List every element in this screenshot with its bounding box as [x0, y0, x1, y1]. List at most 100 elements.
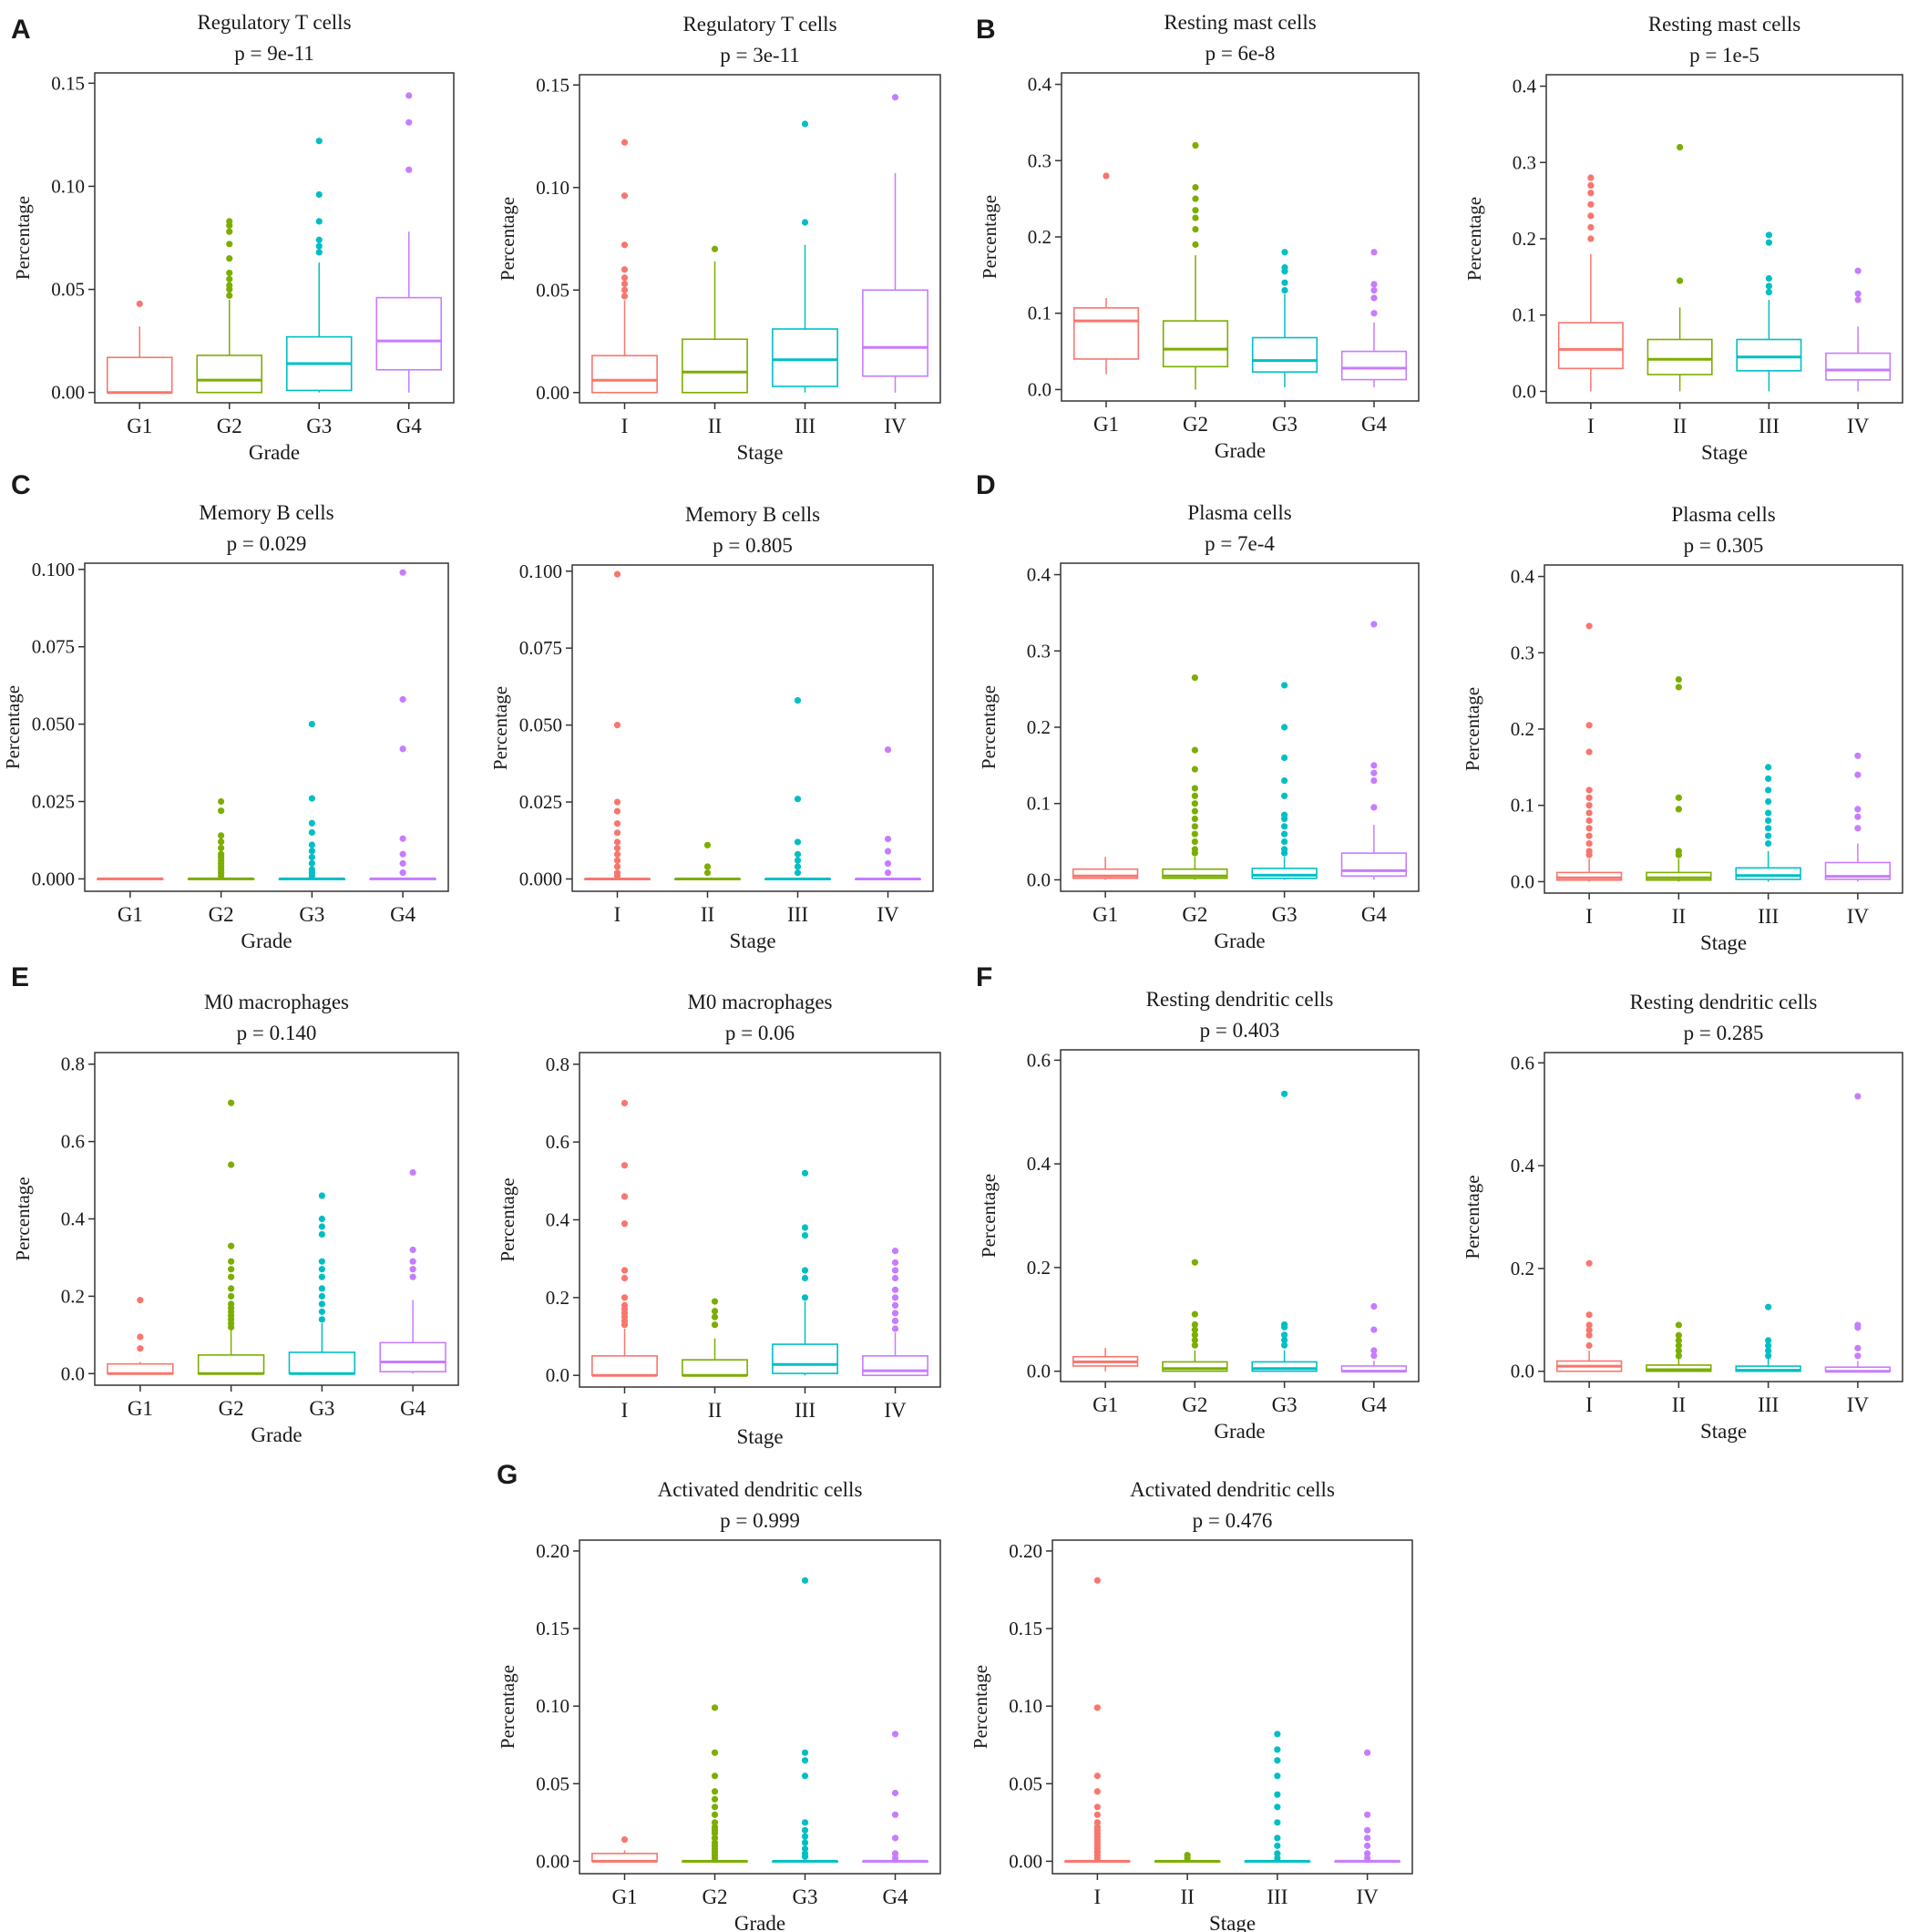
plot-frame [579, 74, 941, 404]
panel-letter: F [976, 962, 992, 992]
y-axis-label: Percentage [1462, 687, 1483, 771]
outlier-point [1675, 1352, 1682, 1360]
outlier-point [891, 1850, 899, 1857]
outlier-point [1370, 762, 1378, 769]
iqr-box [106, 356, 173, 394]
outlier-point [1765, 764, 1772, 771]
boxplot-panel-6: Memory B cells p = 0.805 0.000 0.025 0.050 0.… [489, 503, 934, 952]
x-tick-label: III [1758, 1393, 1779, 1416]
outlier-point [1765, 809, 1772, 817]
iqr-box [1251, 1361, 1318, 1372]
outlier-point [308, 795, 315, 802]
plot-frame [579, 1052, 941, 1388]
outlier-point [1370, 1347, 1378, 1354]
outlier-point [1854, 813, 1862, 820]
outlier-point [226, 282, 233, 289]
outlier-point [318, 1300, 325, 1308]
y-axis-label: Percentage [497, 1665, 518, 1749]
p-value: p = 0.285 [1684, 1022, 1764, 1044]
outlier-point [399, 569, 406, 576]
outlier-point [308, 828, 315, 837]
outlier-point [1370, 621, 1378, 628]
box-g2 [1162, 673, 1228, 880]
box-iii [1735, 1303, 1801, 1372]
outlier-point [1370, 769, 1378, 776]
outlier-point [711, 1749, 719, 1756]
box-g2 [196, 218, 263, 394]
plot-frame [1544, 564, 1903, 894]
outlier-point [613, 807, 621, 815]
outlier-point [1765, 839, 1772, 848]
outlier-point [621, 242, 629, 249]
panel-letter: B [976, 15, 996, 45]
iqr-box [591, 355, 658, 394]
outlier-point [1274, 1746, 1281, 1753]
y-tick-label: 0.3 [1028, 149, 1051, 171]
y-tick-label: 0.6 [1027, 1049, 1051, 1071]
x-tick-label: II [1672, 1393, 1686, 1416]
outlier-point [1585, 786, 1593, 794]
outlier-point [1191, 1341, 1198, 1349]
outlier-point [1191, 846, 1198, 853]
outlier-point [1585, 722, 1593, 729]
x-tick-label: G4 [400, 1397, 426, 1420]
outlier-point [1370, 1351, 1378, 1360]
outlier-point [794, 838, 802, 846]
outlier-point [1274, 1757, 1281, 1764]
outlier-point [1191, 1331, 1198, 1339]
y-tick-label: 0.050 [519, 714, 562, 736]
x-tick-label: III [1758, 905, 1779, 928]
y-tick-label: 0.00 [536, 382, 569, 404]
outlier-point [1281, 1321, 1288, 1329]
outlier-point [1587, 174, 1595, 181]
x-axis-label: Grade [1214, 1420, 1265, 1443]
outlier-point [1281, 792, 1288, 799]
outlier-point [318, 1273, 325, 1280]
iqr-box [1646, 338, 1713, 375]
outlier-point [1854, 267, 1862, 274]
outlier-point [621, 266, 629, 273]
outlier-point [218, 850, 225, 858]
x-tick-label: G4 [1361, 413, 1388, 436]
y-tick-label: 0.10 [536, 177, 569, 199]
y-axis-label: Percentage [12, 196, 34, 280]
x-tick-label: G2 [702, 1886, 727, 1908]
outlier-point [1191, 766, 1198, 773]
outlier-point [711, 1773, 719, 1780]
plot-frame [94, 72, 455, 404]
outlier-point [1274, 1834, 1281, 1842]
iqr-box [1162, 868, 1228, 879]
outlier-point [891, 1310, 899, 1317]
boxplot-panel-2: Regulatory T cells p = 3e-11 0.00 0.05 0.10 0… [497, 13, 941, 464]
outlier-point [1675, 683, 1682, 691]
iqr-box [862, 1355, 928, 1376]
outlier-point [621, 1301, 629, 1309]
outlier-point [884, 835, 892, 843]
outlier-point [1370, 1302, 1378, 1310]
x-tick-label: I [1587, 415, 1595, 437]
x-tick-label: G3 [299, 903, 324, 926]
outlier-point [1675, 806, 1682, 813]
box-g1 [106, 300, 173, 395]
x-tick-label: G2 [1182, 1393, 1207, 1416]
outlier-point [621, 1162, 629, 1169]
outlier-point [1281, 754, 1288, 762]
outlier-point [801, 1819, 809, 1826]
boxplot-panel-13: G Activated dendritic cells p = 0.999 0.00 0… [497, 1460, 941, 1932]
x-tick-label: IV [1847, 1393, 1870, 1416]
x-tick-label: I [621, 1399, 629, 1422]
outlier-point [794, 857, 802, 864]
box-g4 [1340, 249, 1408, 387]
x-axis-label: Stage [1209, 1912, 1256, 1932]
box-iii [772, 1169, 838, 1376]
outlier-point [409, 1246, 416, 1254]
outlier-point [1765, 786, 1772, 794]
outlier-point [1675, 1341, 1682, 1350]
iqr-box [288, 1351, 356, 1375]
y-axis-label: Percentage [978, 685, 1000, 769]
y-tick-label: 0.1 [1511, 795, 1534, 817]
x-axis-label: Stage [729, 930, 775, 952]
outlier-point [228, 1266, 235, 1273]
iqr-box [772, 1343, 838, 1374]
